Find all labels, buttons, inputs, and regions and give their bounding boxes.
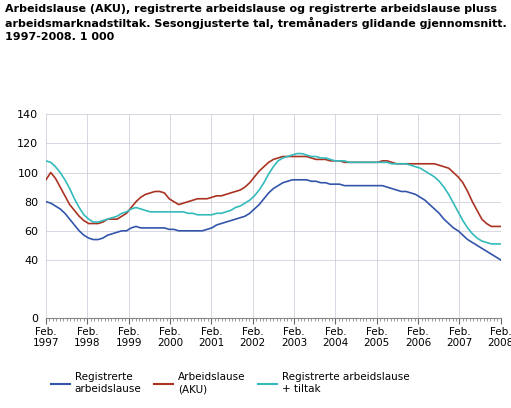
Text: Arbeidslause (AKU), registrerte arbeidslause og registrerte arbeidslause pluss
a: Arbeidslause (AKU), registrerte arbeidsl… <box>5 4 507 42</box>
Legend: Registrerte
arbeidslause, Arbeidslause
(AKU), Registrerte arbeidslause
+ tiltak: Registrerte arbeidslause, Arbeidslause (… <box>47 368 414 398</box>
